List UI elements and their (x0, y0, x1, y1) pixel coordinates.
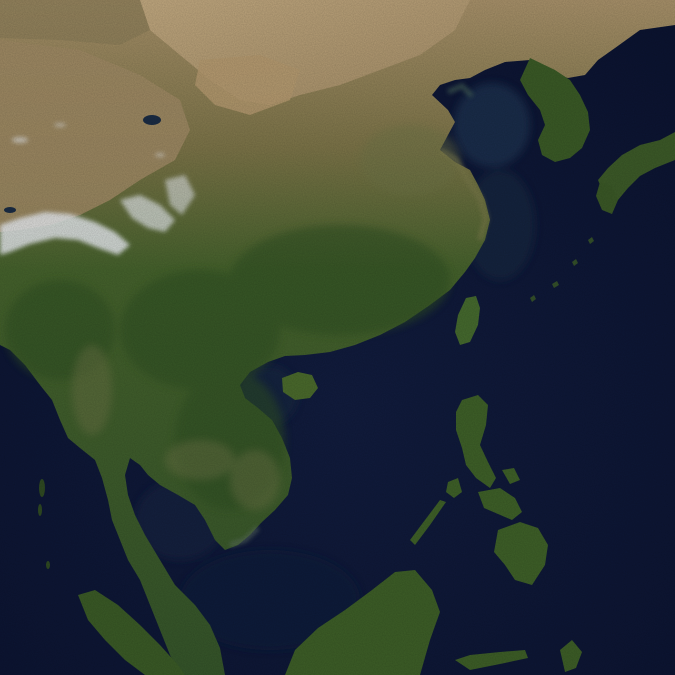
satellite-map-canvas[interactable] (0, 0, 675, 675)
satellite-map[interactable] (0, 0, 675, 675)
terrain-texture (0, 0, 675, 675)
